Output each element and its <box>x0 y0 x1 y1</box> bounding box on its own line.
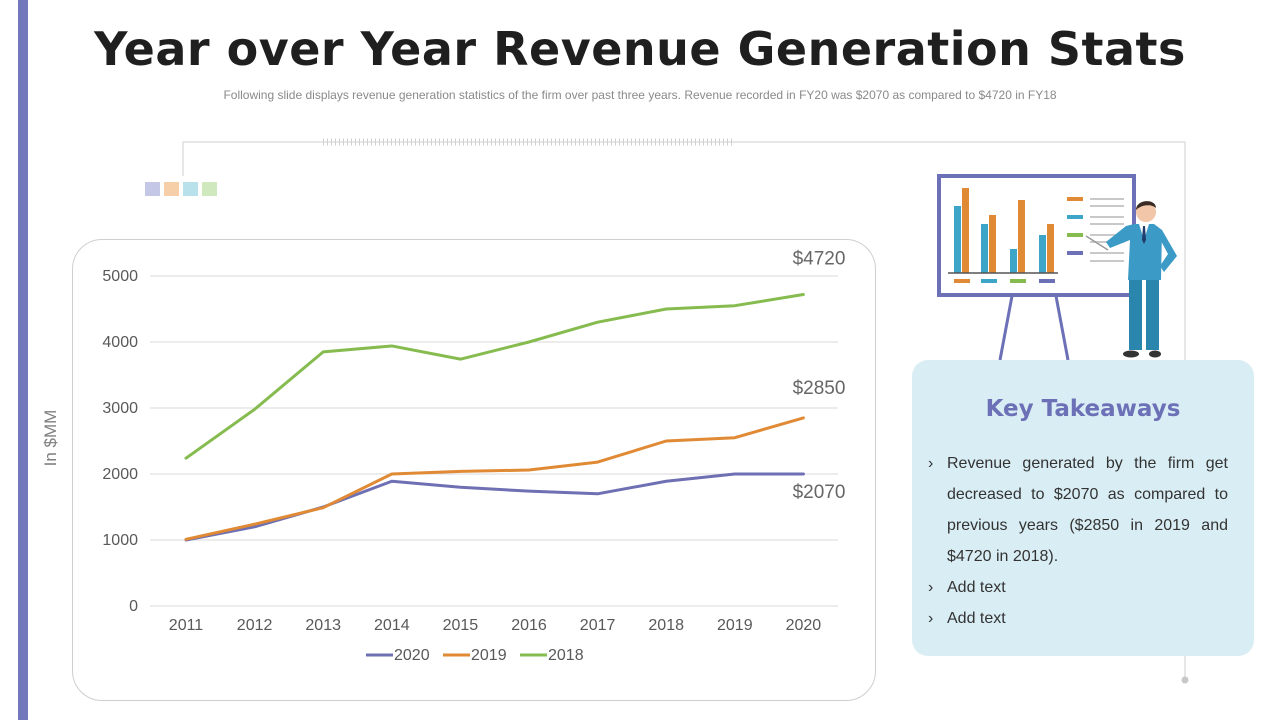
x-tick-label: 2013 <box>305 617 341 634</box>
series-line-2020 <box>184 472 805 542</box>
takeaway-text: Revenue generated by the firm get decrea… <box>947 455 1228 565</box>
series-line-2018 <box>184 292 805 460</box>
data-label-2020: $2070 <box>793 482 846 503</box>
swatch <box>183 182 198 196</box>
data-label-2018: $4720 <box>793 248 846 269</box>
swatch <box>202 182 217 196</box>
takeaway-item: › Revenue generated by the firm get decre… <box>928 448 1228 572</box>
takeaway-text: Add text <box>947 579 1006 596</box>
data-label-2019: $2850 <box>793 378 846 399</box>
legend-label-2019: 2019 <box>471 647 507 664</box>
takeaway-item: › Add text <box>928 603 1228 634</box>
x-tick-label: 2018 <box>648 617 684 634</box>
y-tick-label: 2000 <box>102 466 138 483</box>
legend-label-2018: 2018 <box>548 647 584 664</box>
takeaway-item: › Add text <box>928 572 1228 603</box>
chevron-right-icon: › <box>928 610 934 627</box>
chevron-right-icon: › <box>928 579 934 596</box>
mini-bar-chart-icon <box>948 188 1124 283</box>
y-tick-label: 4000 <box>102 334 138 351</box>
x-tick-label: 2012 <box>237 617 273 634</box>
x-tick-label: 2016 <box>511 617 547 634</box>
takeaways-title: Key Takeaways <box>985 396 1181 422</box>
takeaways-list: › Revenue generated by the firm get decre… <box>928 448 1228 634</box>
x-tick-label: 2020 <box>786 617 822 634</box>
page-subtitle: Following slide displays revenue generat… <box>223 88 1057 102</box>
legend-label-2020: 2020 <box>394 647 430 664</box>
color-swatches <box>145 182 217 196</box>
key-takeaways-panel: Key Takeaways › Revenue generated by the … <box>912 360 1254 656</box>
presenter-illustration <box>937 174 1177 361</box>
accent-bar <box>18 0 28 720</box>
page-title: Year over Year Revenue Generation Stats <box>94 22 1186 76</box>
y-tick-label: 5000 <box>102 268 138 285</box>
x-tick-label: 2015 <box>443 617 479 634</box>
takeaway-text: Add text <box>947 610 1006 627</box>
y-tick-label: 1000 <box>102 532 138 549</box>
series-line-2019 <box>184 416 805 541</box>
y-tick-label: 3000 <box>102 400 138 417</box>
y-tick-label: 0 <box>129 598 138 615</box>
x-tick-label: 2017 <box>580 617 616 634</box>
swatch <box>145 182 160 196</box>
y-axis-label: In $MM <box>41 410 60 467</box>
x-tick-label: 2011 <box>169 617 204 634</box>
presenter-person-icon <box>1085 201 1177 358</box>
x-tick-label: 2014 <box>374 617 410 634</box>
x-tick-label: 2019 <box>717 617 753 634</box>
chevron-right-icon: › <box>928 455 934 472</box>
swatch <box>164 182 179 196</box>
